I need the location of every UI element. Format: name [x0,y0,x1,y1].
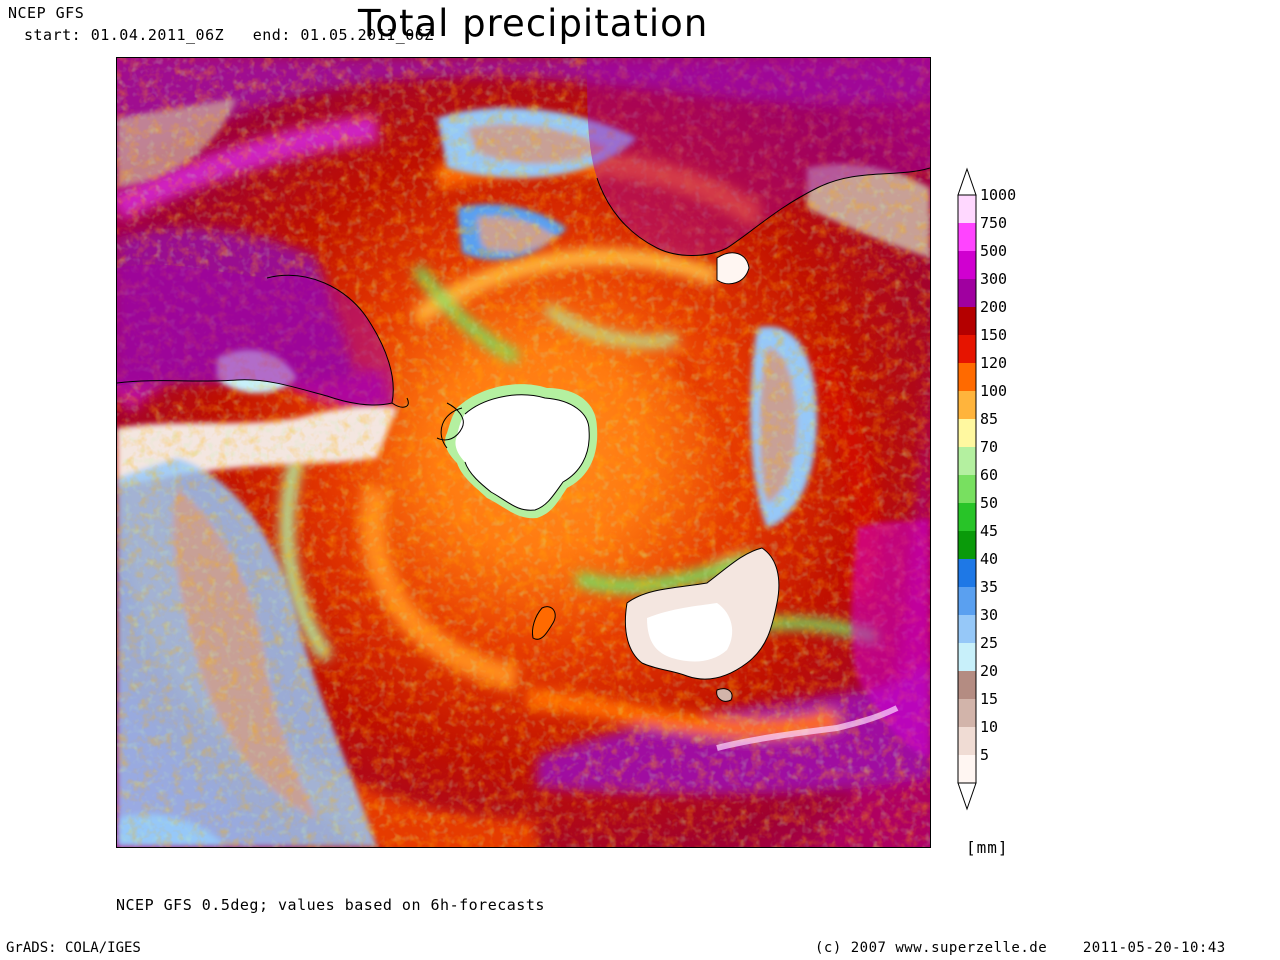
legend-tick-label: 40 [980,550,998,568]
legend-units-label: [mm] [966,838,1009,857]
map-title: Total precipitation [358,2,709,45]
legend-tick-label: 20 [980,662,998,680]
high-precip-streak [716,705,899,751]
legend-swatch [958,503,976,531]
legend-tick-label: 45 [980,522,998,540]
legend-tick-label: 150 [980,326,1007,344]
legend-tick-label: 30 [980,606,998,624]
new-zealand-landmass [532,606,556,640]
australia-landmass [624,547,780,702]
legend-tick-label: 1000 [980,186,1016,204]
legend-swatch [958,391,976,419]
legend-tick-label: 50 [980,494,998,512]
legend-swatch [958,363,976,391]
precipitation-map [116,57,931,848]
antarctica-landmass [436,384,598,519]
africa-landmass [587,58,930,285]
legend-tick-label: 70 [980,438,998,456]
legend-swatch [958,223,976,251]
legend-swatch [958,447,976,475]
legend-arrow-bottom [957,782,977,811]
copyright-timestamp: (c) 2007 www.superzelle.de 2011-05-20-10… [815,940,1226,956]
legend-swatch [958,251,976,279]
legend-tick-label: 85 [980,410,998,428]
legend-swatch [958,531,976,559]
legend-tick-label: 300 [980,270,1007,288]
legend-arrow-top [957,167,977,196]
legend-tick-label: 120 [980,354,1007,372]
legend-tick-label: 60 [980,466,998,484]
legend-swatch [958,671,976,699]
legend-swatch [958,279,976,307]
software-credit: GrADS: COLA/IGES [6,940,141,956]
legend-swatch [958,307,976,335]
legend-swatch [958,475,976,503]
legend-tick-label: 15 [980,690,998,708]
legend-swatch [958,755,976,783]
forecast-time-range: start: 01.04.2011_06Z end: 01.05.2011_06… [24,26,434,44]
legend-tick-label: 100 [980,382,1007,400]
legend-tick-label: 500 [980,242,1007,260]
legend-swatch [958,727,976,755]
legend-swatch [958,559,976,587]
precipitation-field [117,58,930,847]
legend-swatch [958,699,976,727]
legend-tick-label: 10 [980,718,998,736]
legend-swatch [958,419,976,447]
data-source-footnote: NCEP GFS 0.5deg; values based on 6h-fore… [116,896,545,914]
legend-swatch [958,587,976,615]
south-america-landmass [117,264,409,408]
legend-swatch [958,335,976,363]
maritime-continent-region [851,518,930,758]
model-source-label: NCEP GFS [8,4,85,22]
legend-tick-label: 5 [980,746,989,764]
legend-tick-label: 200 [980,298,1007,316]
legend-tick-label: 35 [980,578,998,596]
legend-tick-label: 750 [980,214,1007,232]
legend-swatch [958,195,976,223]
legend-swatch [958,615,976,643]
legend-tick-label: 25 [980,634,998,652]
legend-swatch [958,643,976,671]
color-legend: 1000 750 500 300 200 150 120 100 85 70 60 50 45 40 35 3… [957,167,1016,811]
